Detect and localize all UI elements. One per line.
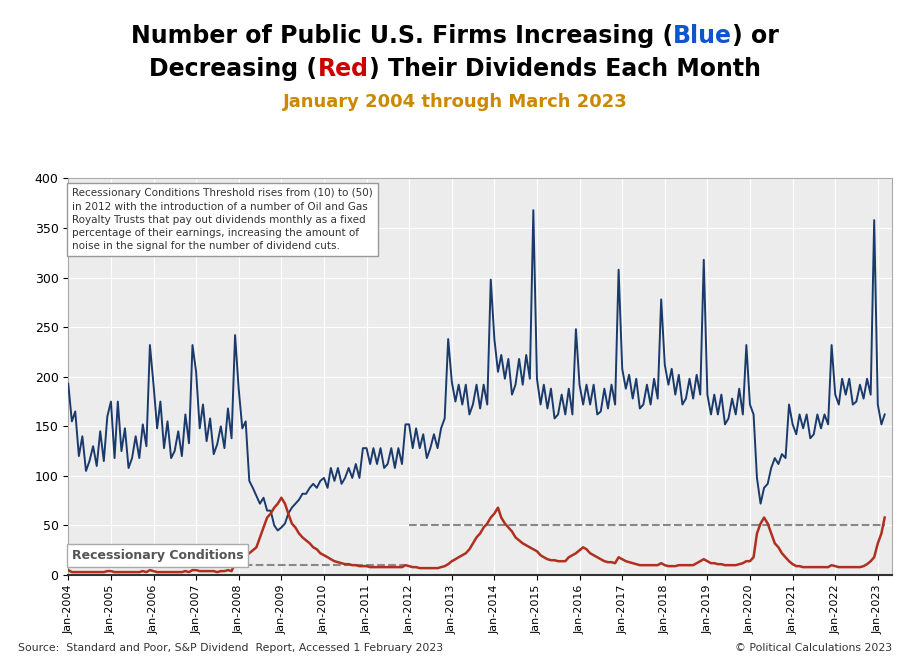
Text: © Political Calculations 2023: © Political Calculations 2023 (734, 643, 892, 653)
Text: ) Their Dividends Each Month: ) Their Dividends Each Month (369, 58, 761, 81)
Text: January 2004 through March 2023: January 2004 through March 2023 (283, 93, 627, 112)
Text: Recessionary Conditions Threshold rises from (10) to (50)
in 2012 with the intro: Recessionary Conditions Threshold rises … (72, 188, 372, 251)
Text: Decreasing (: Decreasing ( (149, 58, 318, 81)
Text: Red: Red (318, 58, 369, 81)
Text: Number of Public U.S. Firms Increasing (: Number of Public U.S. Firms Increasing ( (131, 24, 673, 48)
Text: Blue: Blue (673, 24, 733, 48)
Text: ) or: ) or (733, 24, 779, 48)
Text: Recessionary Conditions: Recessionary Conditions (72, 549, 244, 562)
Text: Source:  Standard and Poor, S&P Dividend  Report, Accessed 1 February 2023: Source: Standard and Poor, S&P Dividend … (18, 643, 443, 653)
